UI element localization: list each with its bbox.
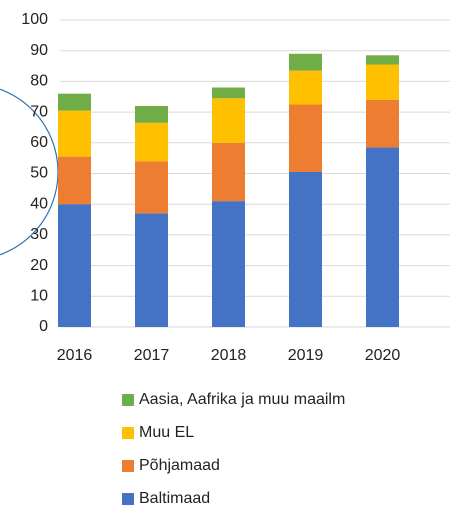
legend-swatch xyxy=(122,460,134,472)
x-tick-label: 2016 xyxy=(57,347,93,364)
bar-segment xyxy=(212,201,245,327)
y-tick-label: 100 xyxy=(21,11,48,28)
legend-label: Põhjamaad xyxy=(139,457,220,474)
y-tick-label: 30 xyxy=(30,226,48,243)
bar-segment xyxy=(58,93,91,111)
x-tick-label: 2018 xyxy=(211,347,247,364)
y-tick-label: 50 xyxy=(30,165,48,182)
bar-segment xyxy=(366,99,399,148)
bar-segment xyxy=(289,70,322,105)
bar-segment xyxy=(289,171,322,327)
bar-segment xyxy=(212,87,245,99)
x-tick-label: 2017 xyxy=(134,347,170,364)
bar-segment xyxy=(58,204,91,327)
bar-segment xyxy=(366,64,399,100)
y-tick-label: 70 xyxy=(30,103,48,120)
bar-segment xyxy=(135,161,168,214)
y-tick-label: 20 xyxy=(30,257,48,274)
bar-segment xyxy=(58,156,91,205)
y-tick-label: 90 xyxy=(30,42,48,59)
legend-swatch xyxy=(122,493,134,505)
x-tick-label: 2020 xyxy=(365,347,401,364)
bar-segment xyxy=(135,105,168,123)
y-tick-label: 80 xyxy=(30,73,48,90)
y-tick-label: 60 xyxy=(30,134,48,151)
bar-segment xyxy=(366,147,399,327)
legend-label: Baltimaad xyxy=(139,490,210,507)
legend-swatch xyxy=(122,394,134,406)
bar-segment xyxy=(135,213,168,327)
y-tick-label: 0 xyxy=(39,318,48,335)
annotation-circle xyxy=(0,88,59,256)
y-tick-label: 10 xyxy=(30,288,48,305)
bar-segment xyxy=(366,55,399,65)
bar-segment xyxy=(212,98,245,143)
bar-segment xyxy=(58,110,91,157)
legend-label: Aasia, Aafrika ja muu maailm xyxy=(139,391,345,408)
legend-label: Muu EL xyxy=(139,424,194,441)
bar-segment xyxy=(212,142,245,202)
y-tick-label: 40 xyxy=(30,195,48,212)
x-tick-label: 2019 xyxy=(288,347,324,364)
bar-segment xyxy=(289,53,322,71)
bar-segment xyxy=(135,122,168,162)
legend-swatch xyxy=(122,427,134,439)
bar-segment xyxy=(289,104,322,172)
